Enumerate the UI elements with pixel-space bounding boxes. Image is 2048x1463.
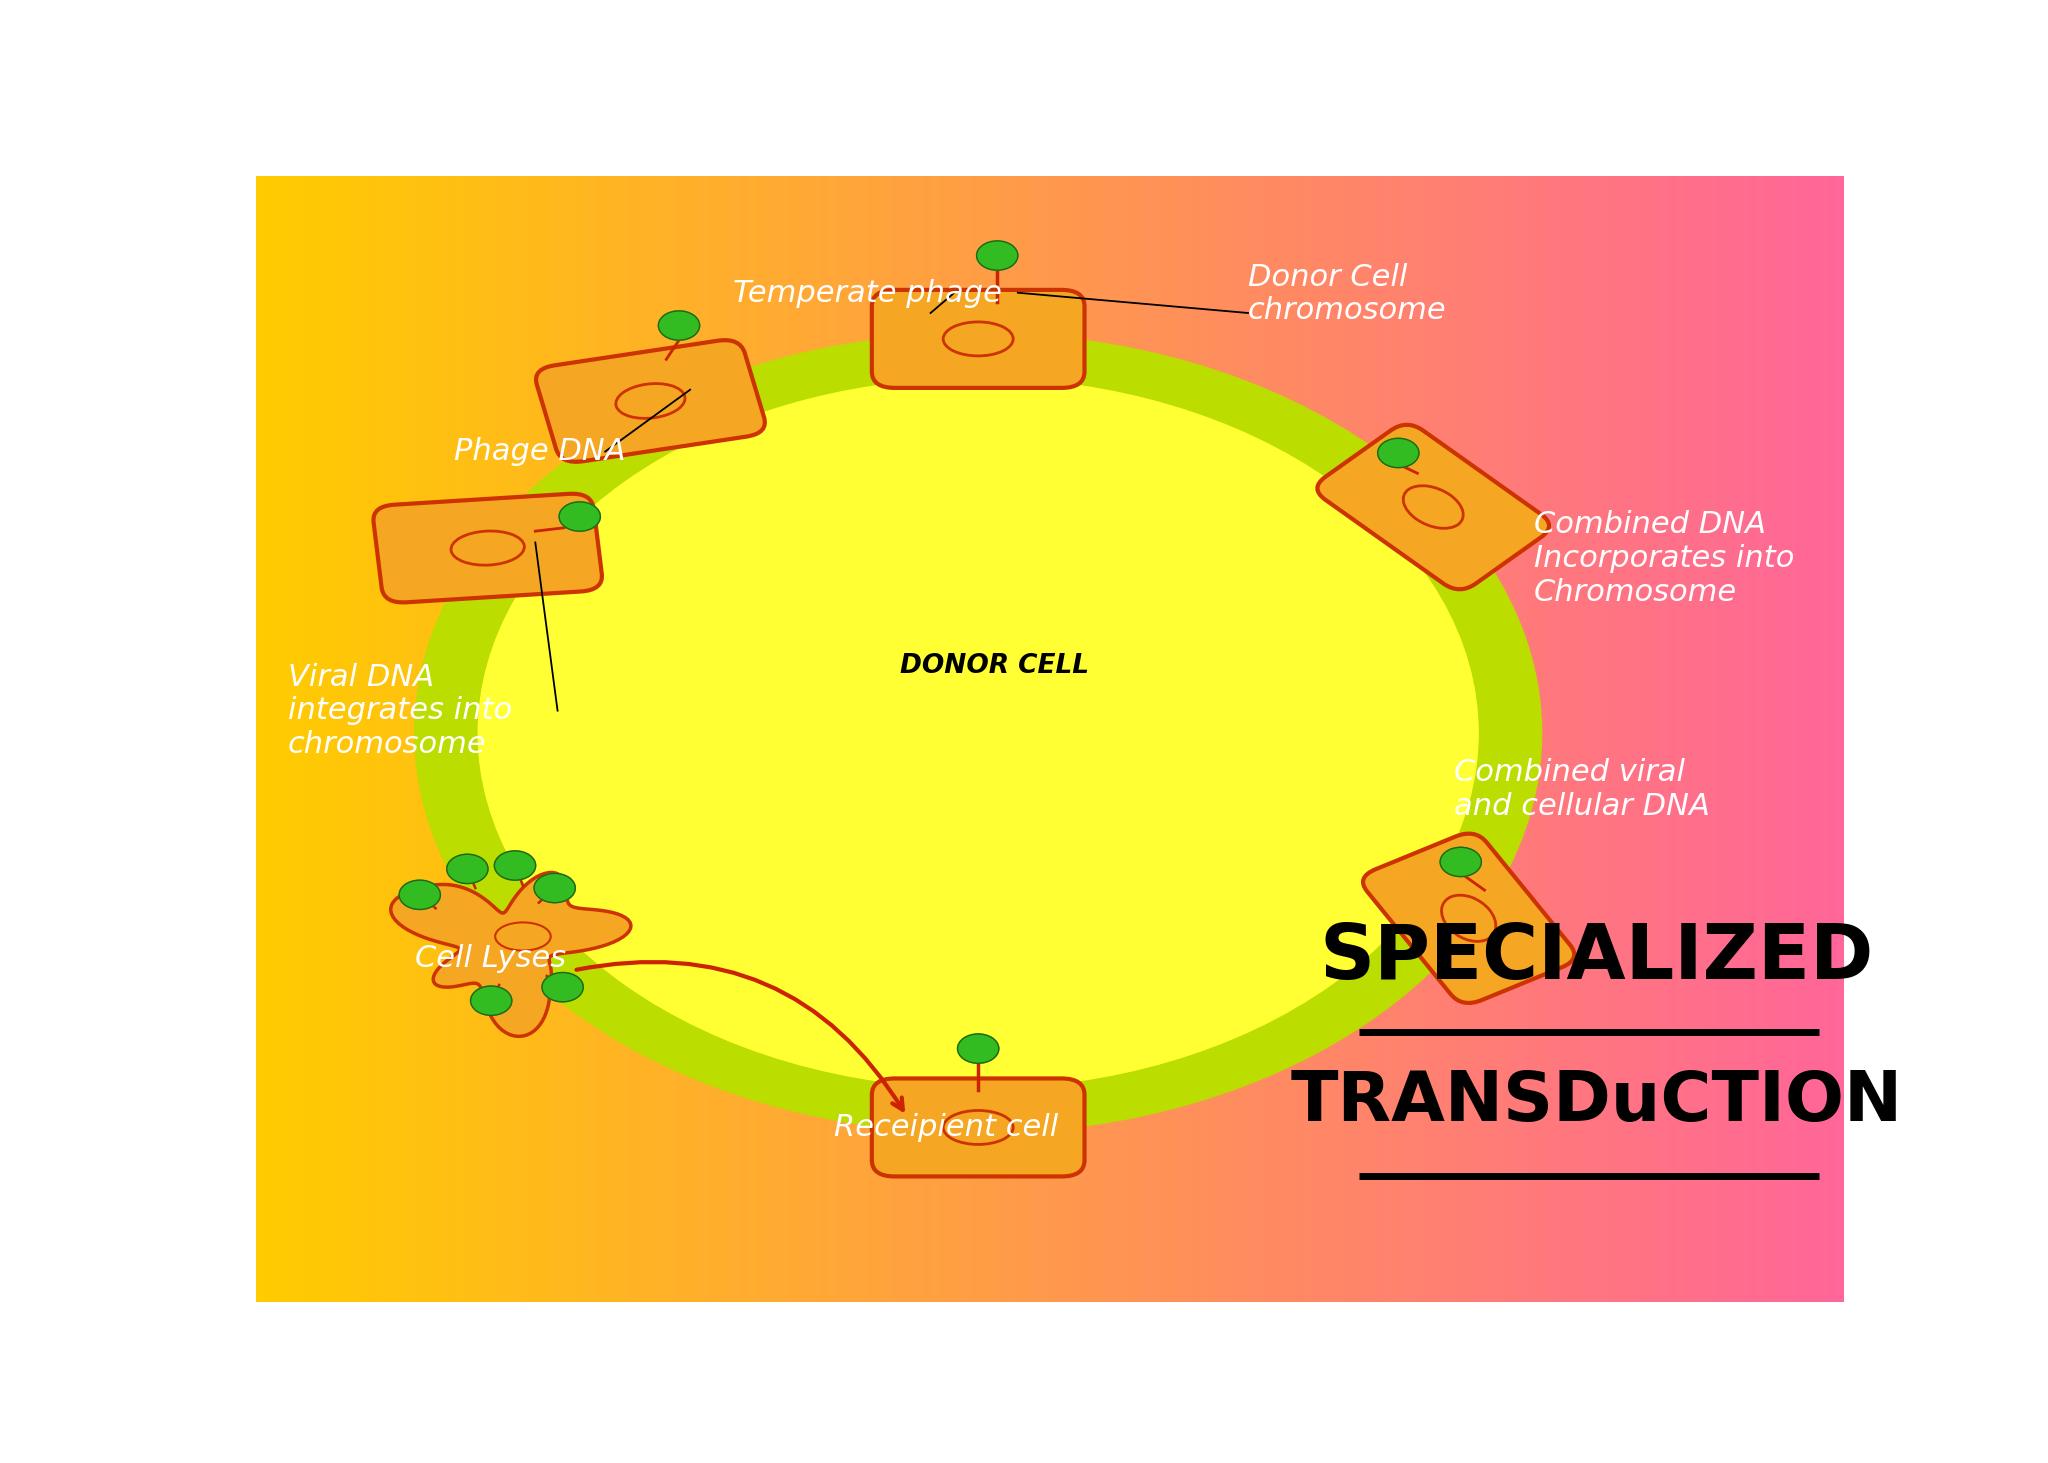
Circle shape: [1440, 847, 1481, 876]
FancyBboxPatch shape: [537, 341, 764, 462]
Text: Phage DNA: Phage DNA: [455, 437, 627, 467]
Circle shape: [559, 502, 600, 531]
Text: Cell Lyses: Cell Lyses: [414, 944, 565, 973]
Circle shape: [657, 310, 700, 341]
Circle shape: [977, 241, 1018, 271]
Circle shape: [494, 851, 537, 881]
Circle shape: [446, 854, 487, 884]
Text: TRANSDuCTION: TRANSDuCTION: [1290, 1068, 1903, 1135]
FancyBboxPatch shape: [1364, 834, 1575, 1004]
FancyBboxPatch shape: [872, 290, 1085, 388]
Circle shape: [399, 881, 440, 910]
Circle shape: [1378, 439, 1419, 468]
FancyBboxPatch shape: [373, 493, 602, 603]
Polygon shape: [391, 872, 631, 1036]
Circle shape: [471, 986, 512, 1015]
Text: DONOR CELL: DONOR CELL: [899, 652, 1090, 679]
Text: Viral DNA
integrates into
chromosome: Viral DNA integrates into chromosome: [287, 663, 512, 759]
Text: Combined DNA
Incorporates into
Chromosome: Combined DNA Incorporates into Chromosom…: [1534, 511, 1794, 607]
Circle shape: [479, 379, 1479, 1088]
FancyBboxPatch shape: [872, 1078, 1085, 1176]
FancyBboxPatch shape: [1317, 424, 1548, 590]
Circle shape: [535, 873, 575, 903]
Circle shape: [958, 1034, 999, 1064]
Circle shape: [543, 973, 584, 1002]
Text: Temperate phage: Temperate phage: [733, 279, 1001, 309]
Circle shape: [414, 334, 1542, 1132]
Text: SPECIALIZED: SPECIALIZED: [1321, 922, 1874, 995]
Text: Donor Cell
chromosome: Donor Cell chromosome: [1247, 262, 1446, 325]
Text: Receipient cell: Receipient cell: [834, 1113, 1059, 1143]
Text: Combined viral
and cellular DNA: Combined viral and cellular DNA: [1454, 758, 1710, 821]
